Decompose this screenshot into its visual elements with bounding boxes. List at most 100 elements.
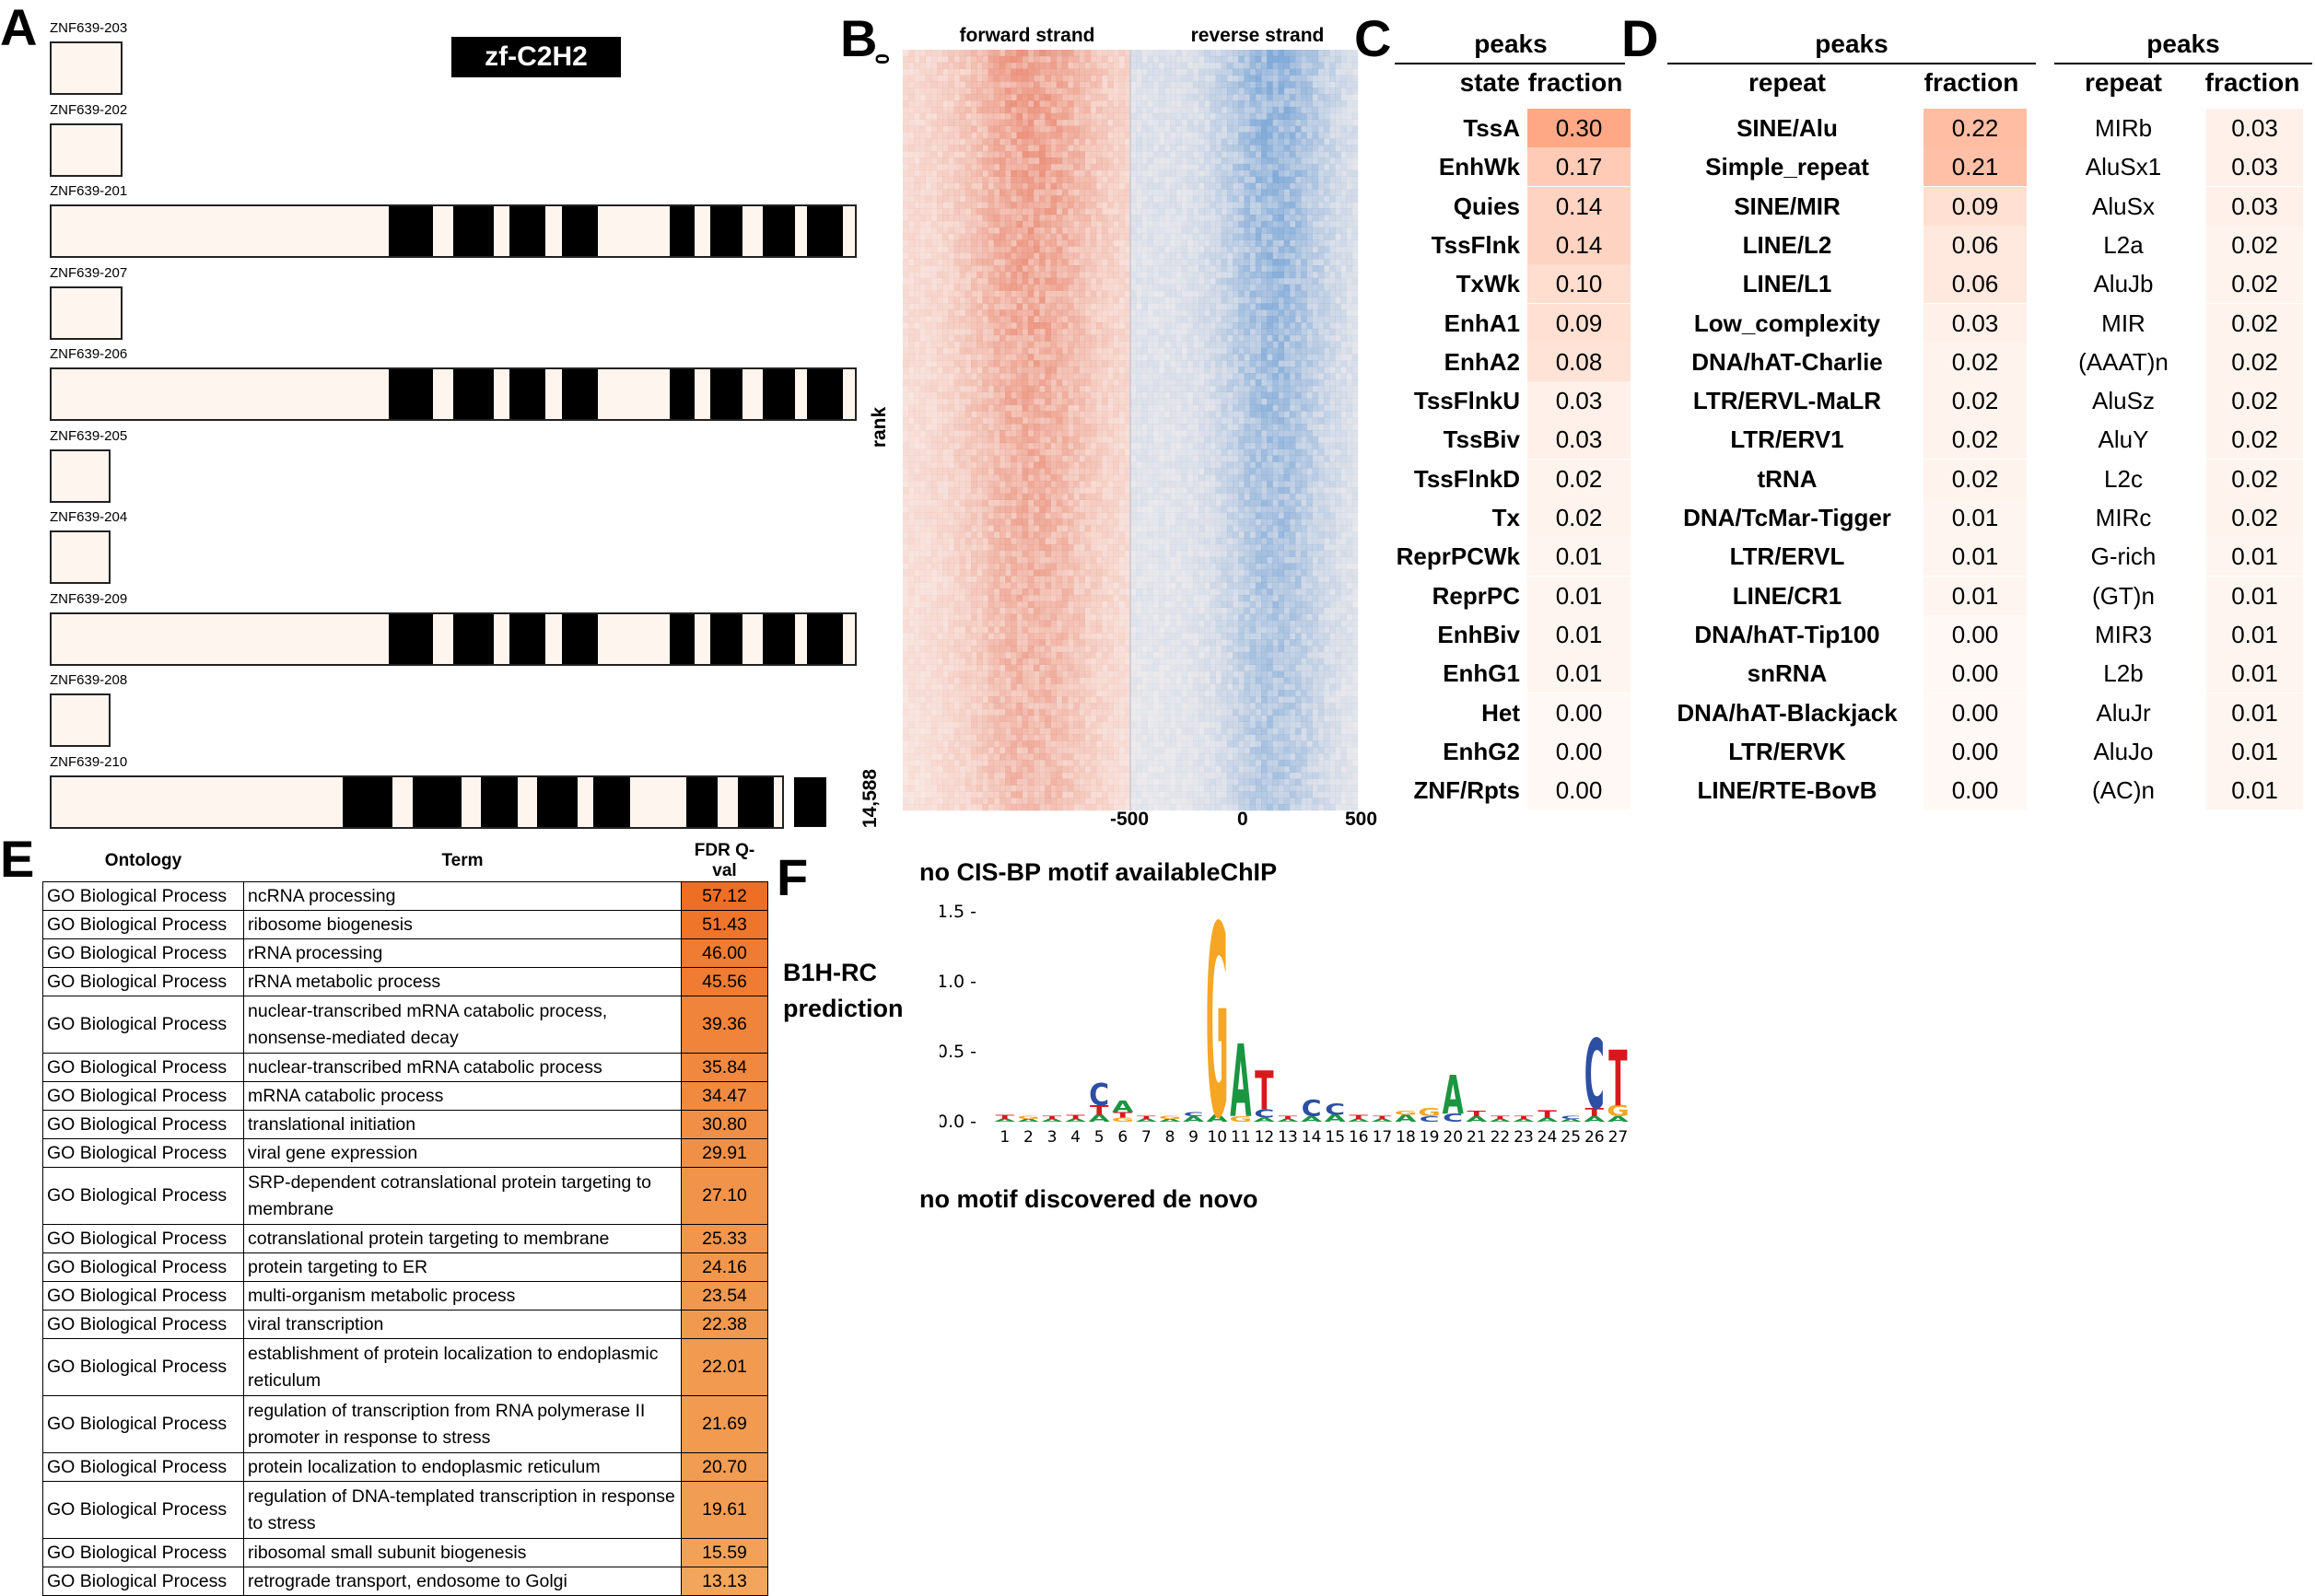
heatmap-cell	[1045, 411, 1051, 418]
heatmap-cell	[1323, 157, 1330, 165]
heatmap-cell	[1261, 106, 1268, 114]
heatmap-cell	[1147, 334, 1153, 342]
heatmap-cell	[1113, 328, 1119, 336]
heatmap-cell	[1045, 290, 1051, 297]
heatmap-cell	[1175, 265, 1182, 273]
isoform-track	[50, 41, 123, 95]
heatmap-cell	[1056, 360, 1063, 367]
heatmap-cell	[1056, 367, 1063, 374]
heatmap-cell	[1306, 334, 1313, 342]
heatmap-cell	[1346, 290, 1353, 297]
heatmap-cell	[1170, 398, 1176, 405]
heatmap-cell	[1170, 233, 1176, 240]
heatmap-cell	[937, 354, 943, 361]
heatmap-cell	[1073, 50, 1080, 57]
heatmap-cell	[1022, 328, 1029, 336]
heatmap-cell	[1329, 94, 1336, 101]
heatmap-cell	[919, 252, 926, 260]
heatmap-cell	[1221, 163, 1228, 171]
heatmap-cell	[1039, 379, 1046, 387]
heatmap-cell	[1079, 94, 1085, 101]
heatmap-cell	[1034, 347, 1040, 355]
heatmap-cell	[976, 55, 983, 64]
heatmap-cell	[1152, 50, 1160, 57]
heatmap-cell	[1130, 391, 1137, 399]
heatmap-cell	[1289, 239, 1296, 247]
panel-label-b: B	[840, 9, 878, 67]
heatmap-cell	[1192, 347, 1199, 355]
heatmap-cell	[1340, 328, 1347, 336]
heatmap-cell	[1170, 290, 1176, 297]
heatmap-cell	[1068, 106, 1074, 114]
heatmap-cell	[953, 417, 961, 425]
heatmap-cell	[1095, 252, 1103, 260]
heatmap-cell	[908, 360, 915, 367]
heatmap-cell	[1084, 87, 1092, 95]
heatmap-cell	[1011, 354, 1017, 361]
heatmap-cell	[1312, 404, 1319, 412]
heatmap-cell	[1095, 208, 1103, 216]
heatmap-cell	[1215, 157, 1222, 165]
heatmap-cell	[1113, 189, 1119, 196]
heatmap-cell	[1068, 220, 1074, 228]
heatmap-cell	[1084, 50, 1092, 57]
heatmap-cell	[937, 55, 943, 64]
heatmap-cell	[1317, 195, 1325, 203]
heatmap-cell	[1164, 284, 1171, 291]
heatmap-cell	[1034, 189, 1040, 196]
heatmap-cell	[1073, 303, 1080, 310]
heatmap-cell	[1022, 303, 1029, 310]
heatmap-cell	[930, 138, 938, 146]
heatmap-cell	[1238, 119, 1245, 126]
heatmap-cell	[965, 169, 972, 177]
heatmap-cell	[1244, 373, 1250, 380]
heatmap-cell	[953, 398, 961, 405]
heatmap-cell	[976, 316, 983, 323]
heatmap-cell	[1084, 379, 1092, 387]
heatmap-cell	[1016, 430, 1023, 437]
heatmap-cell	[971, 297, 977, 304]
heatmap-cell	[948, 316, 954, 323]
heatmap-cell	[1210, 151, 1216, 158]
heatmap-cell	[1005, 303, 1011, 310]
heatmap-cell	[1113, 94, 1119, 101]
domain-badge: zf-C2H2	[451, 37, 621, 77]
heatmap-cell	[948, 385, 954, 392]
heatmap-cell	[1039, 354, 1046, 361]
heatmap-cell	[1289, 284, 1296, 291]
heatmap-cell	[1181, 334, 1188, 342]
heatmap-cell	[1141, 75, 1148, 82]
heatmap-cell	[1267, 373, 1273, 380]
heatmap-cell	[1346, 214, 1353, 222]
heatmap-cell	[1255, 62, 1262, 69]
heatmap-cell	[1187, 284, 1194, 291]
heatmap-cell	[1022, 233, 1029, 240]
heatmap-cell	[1221, 297, 1228, 304]
heatmap-cell	[1084, 75, 1092, 82]
heatmap-cell	[919, 328, 926, 336]
heatmap-cell	[953, 100, 961, 108]
heatmap-cell	[1027, 169, 1035, 177]
heatmap-cell	[1346, 169, 1353, 177]
heatmap-cell	[1329, 328, 1336, 336]
heatmap-cell	[1147, 157, 1153, 165]
heatmap-cell	[993, 125, 1000, 133]
heatmap-cell	[1192, 297, 1199, 304]
heatmap-cell	[1215, 309, 1222, 317]
heatmap-cell	[1170, 341, 1176, 348]
heatmap-cell	[1306, 265, 1313, 273]
heatmap-cell	[1147, 347, 1153, 355]
heatmap-cell	[930, 290, 938, 297]
heatmap-cell	[1233, 385, 1239, 392]
heatmap-cell	[948, 87, 954, 95]
heatmap-cell	[1278, 367, 1285, 374]
heatmap-cell	[1158, 62, 1165, 69]
heatmap-cell	[1061, 208, 1069, 216]
heatmap-cell	[1039, 112, 1046, 121]
heatmap-cell	[930, 239, 938, 247]
heatmap-cell	[1118, 125, 1126, 133]
heatmap-cell	[908, 417, 915, 425]
heatmap-cell	[1226, 208, 1233, 216]
heatmap-cell	[1136, 214, 1142, 222]
heatmap-cell	[1317, 220, 1325, 228]
